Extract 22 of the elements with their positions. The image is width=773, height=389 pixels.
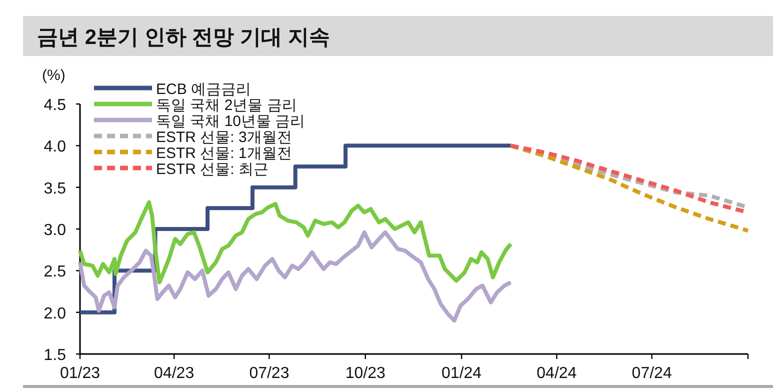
legend-label: ESTR 선물: 3개월전 [156,129,292,146]
y-axis-title: (%) [42,67,66,84]
y-tick-label: 1.5 [44,347,66,364]
legend-label: 독일 국채 10년물 금리 [156,113,306,130]
chart-title: 금년 2분기 인하 전망 기대 지속 [37,26,330,49]
y-tick-label: 4.5 [44,97,66,114]
y-tick-label: 3.5 [44,180,66,198]
legend-label: 독일 국채 2년물 금리 [156,97,297,114]
x-tick-label: 10/23 [345,365,386,382]
y-tick-label: 2.5 [44,264,66,281]
x-tick-label: 04/23 [154,365,194,382]
x-tick-label: 04/24 [536,365,577,382]
y-tick-label: 3.0 [44,222,66,239]
x-tick-label: 07/23 [249,365,290,382]
y-tick-label: 4.0 [44,138,66,156]
legend-label: ESTR 선물: 최근 [156,161,269,178]
x-tick-label: 07/24 [632,365,672,382]
legend-label: ESTR 선물: 1개월전 [156,145,292,162]
y-tick-label: 2.0 [44,305,66,322]
x-tick-label: 01/23 [60,365,100,382]
legend-label: ECB 예금금리 [156,81,252,98]
x-tick-label: 01/24 [442,365,482,382]
